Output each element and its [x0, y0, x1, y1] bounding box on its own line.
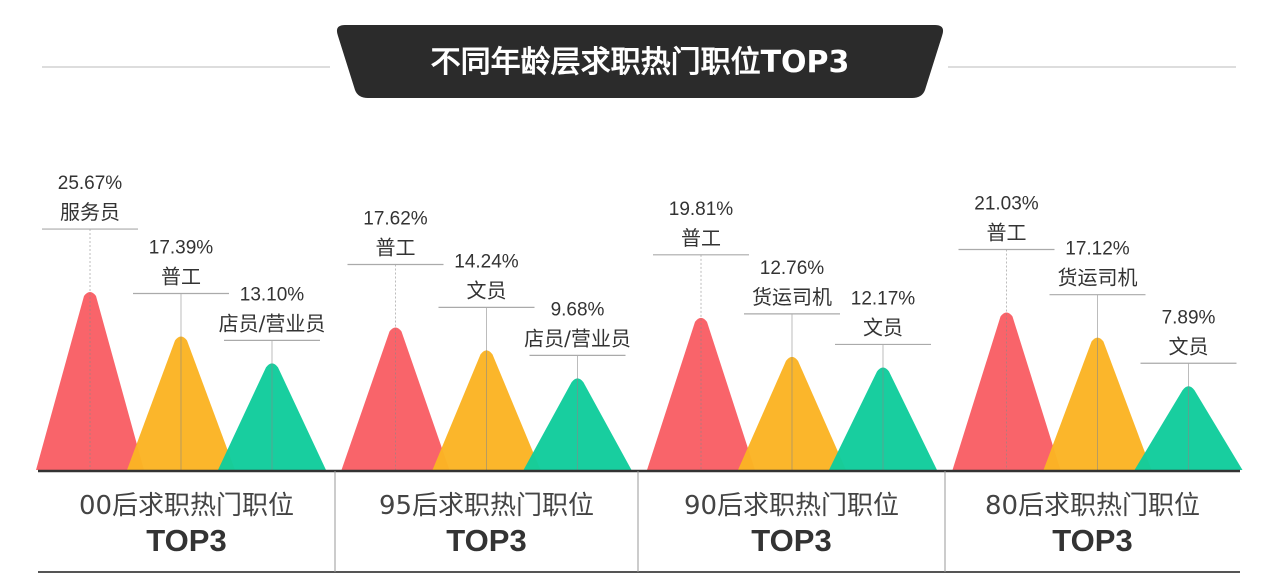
- data-label-category: 文员: [863, 315, 903, 339]
- data-label-value: 19.81%: [669, 199, 734, 220]
- data-label-value: 21.03%: [974, 193, 1039, 214]
- data-label-category: 服务员: [60, 200, 120, 224]
- data-label-category: 货运司机: [752, 285, 832, 309]
- data-label-value: 13.10%: [240, 284, 305, 305]
- group-sublabel: TOP3: [446, 523, 526, 558]
- chart-title: 不同年龄层求职热门职位TOP3: [431, 45, 850, 80]
- triangle-mark: [341, 327, 450, 470]
- data-label-category: 普工: [161, 264, 201, 288]
- group-sublabel: TOP3: [146, 523, 226, 558]
- data-label-category: 普工: [376, 235, 416, 259]
- data-label-value: 14.24%: [454, 251, 519, 272]
- triangle-mark: [36, 292, 144, 470]
- group-label: 00后求职热门职位: [79, 491, 294, 521]
- group-sublabel: TOP3: [1052, 523, 1132, 558]
- data-label-value: 25.67%: [58, 173, 123, 194]
- data-label-category: 文员: [467, 278, 507, 302]
- data-label-value: 12.76%: [760, 258, 825, 279]
- data-label-category: 店员/营业员: [524, 326, 631, 350]
- data-label-value: 9.68%: [551, 299, 605, 320]
- data-label-category: 普工: [681, 226, 721, 250]
- data-label-category: 文员: [1169, 334, 1209, 358]
- data-label-category: 货运司机: [1058, 266, 1138, 290]
- data-label-value: 12.17%: [851, 288, 916, 309]
- data-label-value: 17.39%: [149, 237, 214, 258]
- group-label: 80后求职热门职位: [985, 491, 1200, 521]
- data-label-value: 17.62%: [363, 208, 428, 229]
- group-label: 95后求职热门职位: [379, 491, 594, 521]
- data-label-category: 普工: [987, 220, 1027, 244]
- group-label: 90后求职热门职位: [684, 491, 899, 521]
- triangle-mark: [647, 317, 755, 470]
- data-label-value: 17.12%: [1065, 239, 1130, 260]
- data-label-category: 店员/营业员: [219, 311, 326, 335]
- data-label-value: 7.89%: [1162, 307, 1216, 328]
- title-banner: [336, 25, 944, 98]
- group-sublabel: TOP3: [751, 523, 831, 558]
